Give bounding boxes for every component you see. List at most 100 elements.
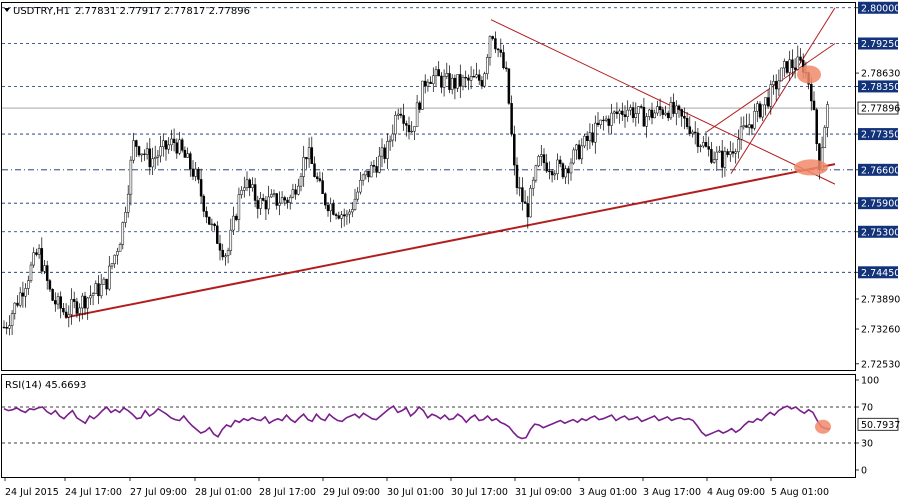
- candle-body: [440, 75, 443, 88]
- candle-body: [348, 211, 351, 215]
- candle-body: [283, 197, 287, 201]
- candle-body: [488, 36, 492, 58]
- candle-body: [702, 142, 705, 147]
- candle-body: [680, 109, 683, 117]
- candle-body: [729, 151, 732, 155]
- price-tick-label: 2.78350: [861, 82, 900, 93]
- candle-body: [126, 193, 130, 213]
- candle-body: [623, 114, 627, 117]
- candle-body: [720, 150, 724, 168]
- candle-body: [666, 112, 670, 119]
- rsi-highlight-marker: [815, 419, 831, 434]
- candle-body: [218, 243, 222, 251]
- candle-body: [256, 200, 260, 209]
- candle-body: [299, 176, 303, 187]
- candle-body: [459, 74, 462, 87]
- candle-body: [423, 80, 427, 87]
- candle-body: [159, 146, 162, 157]
- candle-body: [237, 194, 241, 220]
- candle-body: [35, 252, 38, 255]
- candle-body: [272, 193, 276, 195]
- candle-body: [288, 196, 292, 203]
- candle-body: [199, 179, 203, 197]
- time-tick-label: 28 Jul 17:00: [259, 487, 316, 498]
- candle-body: [639, 106, 643, 108]
- candle-body: [388, 139, 392, 142]
- candle-body: [513, 133, 516, 166]
- candle-body: [407, 125, 411, 133]
- candle-body: [10, 313, 14, 326]
- candle-body: [78, 307, 81, 314]
- candle-body: [313, 163, 316, 177]
- candle-body: [604, 118, 608, 121]
- candle-body: [715, 151, 719, 160]
- candle-body: [518, 187, 521, 189]
- time-tick-label: 27 Jul 09:00: [130, 487, 187, 498]
- candle-body: [553, 173, 557, 176]
- price-tick-box: [858, 197, 898, 210]
- candle-body: [340, 214, 343, 219]
- candle-body: [707, 146, 710, 150]
- price-tick-label: 2.73890: [861, 294, 900, 305]
- candle-body: [567, 168, 570, 174]
- time-tick-label: 24 Jul 2015: [5, 487, 59, 498]
- candle-body: [456, 74, 459, 89]
- candle-body: [750, 124, 754, 129]
- candle-body: [691, 131, 694, 134]
- candle-body: [121, 222, 125, 245]
- candle-body: [469, 76, 473, 81]
- candle-body: [791, 59, 794, 69]
- candle-body: [261, 198, 265, 201]
- candle-body: [777, 80, 781, 90]
- price-tick-label: 2.74450: [861, 268, 900, 279]
- time-tick-label: 3 Aug 01:00: [579, 487, 637, 498]
- candle-body: [734, 151, 737, 154]
- candle-body: [642, 107, 646, 127]
- candle-body: [467, 77, 470, 81]
- candle-body: [62, 308, 65, 313]
- candle-body: [531, 179, 535, 189]
- candle-body: [588, 132, 592, 142]
- highlight-marker: [797, 65, 821, 84]
- candle-body: [175, 142, 179, 154]
- candle-body: [815, 109, 818, 145]
- candle-body: [556, 159, 559, 175]
- time-tick-label: 3 Aug 17:00: [643, 487, 701, 498]
- candle-body: [526, 203, 530, 218]
- candle-body: [756, 103, 759, 112]
- candle-body: [191, 168, 195, 177]
- candle-body: [48, 280, 52, 290]
- candle-body: [761, 104, 764, 118]
- symbol-dropdown-icon[interactable]: [4, 8, 10, 12]
- candle-body: [108, 265, 111, 290]
- candle-body: [86, 297, 89, 309]
- candle-body: [267, 196, 270, 210]
- candle-body: [445, 73, 449, 77]
- candle-body: [564, 168, 567, 178]
- candle-body: [718, 150, 721, 153]
- candle-body: [2, 326, 6, 329]
- candle-body: [129, 159, 133, 195]
- candle-body: [405, 123, 408, 126]
- candle-body: [753, 110, 756, 129]
- candle-body: [140, 153, 143, 156]
- candle-body: [21, 292, 25, 297]
- candle-body: [594, 122, 597, 143]
- candle-body: [653, 112, 656, 119]
- trendline: [64, 163, 836, 319]
- candle-body: [37, 248, 41, 255]
- price-tick-label: 2.77350: [861, 130, 900, 141]
- candle-body: [494, 38, 497, 50]
- candle-body: [375, 166, 378, 173]
- candle-body: [378, 155, 381, 173]
- price-tick-label: 2.75300: [861, 227, 900, 238]
- candle-body: [510, 103, 513, 135]
- candle-body: [537, 156, 540, 167]
- candle-body: [747, 124, 751, 128]
- candle-body: [329, 203, 332, 212]
- candle-body: [731, 151, 735, 154]
- candle-body: [372, 165, 376, 167]
- candle-body: [67, 314, 71, 318]
- candle-body: [650, 109, 654, 119]
- candle-body: [672, 101, 675, 114]
